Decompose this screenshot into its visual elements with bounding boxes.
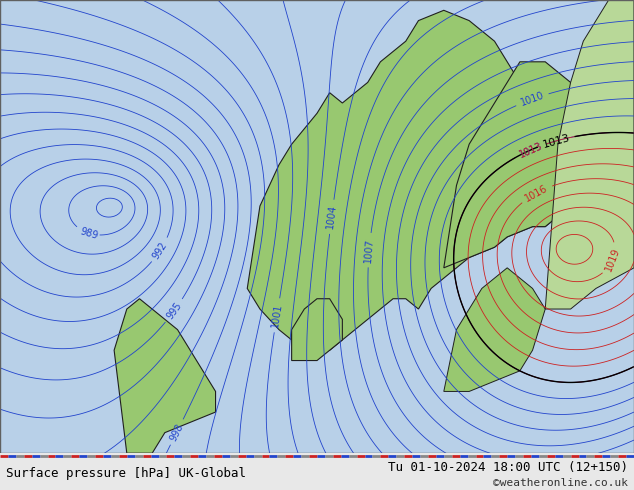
Bar <box>0 0 634 453</box>
Text: 989: 989 <box>79 226 100 241</box>
Text: 998: 998 <box>168 421 185 442</box>
Text: 1007: 1007 <box>363 238 375 263</box>
Polygon shape <box>545 0 634 309</box>
Polygon shape <box>114 299 216 453</box>
Text: Tu 01-10-2024 18:00 UTC (12+150): Tu 01-10-2024 18:00 UTC (12+150) <box>387 462 628 474</box>
Text: 1001: 1001 <box>270 302 284 328</box>
Text: 1019: 1019 <box>604 246 622 272</box>
Text: 1004: 1004 <box>325 204 338 229</box>
Text: 995: 995 <box>165 300 184 321</box>
Text: Surface pressure [hPa] UK-Global: Surface pressure [hPa] UK-Global <box>6 467 247 480</box>
Polygon shape <box>444 268 545 392</box>
Text: ©weatheronline.co.uk: ©weatheronline.co.uk <box>493 478 628 488</box>
Text: 1013: 1013 <box>541 132 571 149</box>
Text: 1013: 1013 <box>517 141 544 160</box>
Text: 992: 992 <box>151 240 169 261</box>
Polygon shape <box>247 10 583 350</box>
Polygon shape <box>444 62 609 268</box>
Polygon shape <box>292 299 342 361</box>
Text: 1013: 1013 <box>517 141 544 160</box>
Text: 1016: 1016 <box>523 183 550 203</box>
Text: 1010: 1010 <box>519 90 545 108</box>
